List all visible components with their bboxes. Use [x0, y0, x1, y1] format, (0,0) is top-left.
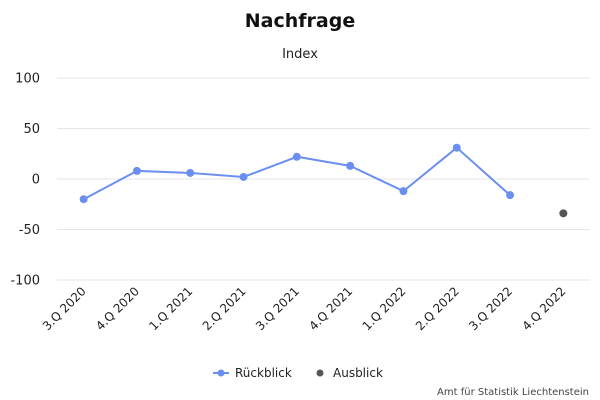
series-layer: [79, 143, 568, 218]
x-tick-label: 3.Q 2021: [253, 284, 302, 333]
x-tick-label: 3.Q 2020: [40, 284, 89, 333]
data-point[interactable]: [506, 191, 515, 200]
x-tick-label: 4.Q 2022: [520, 284, 569, 333]
x-tick-label: 1.Q 2021: [146, 284, 195, 333]
data-point[interactable]: [79, 195, 88, 204]
y-tick-label: 50: [23, 122, 40, 137]
legend-rueckblick-swatch-dot: [217, 369, 225, 377]
series-0: [79, 143, 515, 204]
y-tick-label: 100: [15, 72, 40, 87]
x-tick-label: 3.Q 2022: [466, 284, 515, 333]
y-tick-label: -50: [19, 223, 40, 238]
data-point[interactable]: [399, 187, 408, 196]
legend-ausblick-label: Ausblick: [333, 366, 383, 380]
grid-lines: [57, 77, 590, 281]
x-tick-label: 1.Q 2022: [360, 284, 409, 333]
legend: Rückblick Ausblick: [213, 366, 383, 380]
x-axis-ticks: 3.Q 2020 4.Q 2020 1.Q 2021 2.Q 2021 3.Q 2021…: [40, 284, 569, 333]
data-point[interactable]: [132, 166, 141, 175]
series-1: [559, 209, 568, 218]
y-tick-label: -100: [10, 274, 40, 289]
data-point[interactable]: [186, 168, 195, 177]
legend-item-rueckblick[interactable]: Rückblick: [213, 366, 292, 380]
chart-subtitle: Index: [282, 47, 318, 62]
legend-item-ausblick[interactable]: Ausblick: [316, 366, 383, 380]
data-point[interactable]: [452, 143, 461, 152]
y-tick-label: 0: [32, 173, 40, 188]
y-axis-ticks: 100 50 0 -50 -100: [10, 72, 40, 289]
credit-text: Amt für Statistik Liechtenstein: [437, 387, 589, 398]
chart-title: Nachfrage: [245, 10, 355, 32]
x-tick-label: 4.Q 2020: [93, 284, 142, 333]
x-tick-label: 2.Q 2021: [200, 284, 249, 333]
data-point[interactable]: [292, 152, 301, 161]
x-tick-label: 4.Q 2021: [306, 284, 355, 333]
legend-ausblick-swatch-dot: [316, 369, 324, 377]
data-point[interactable]: [559, 209, 568, 218]
data-point[interactable]: [346, 161, 355, 170]
x-tick-label: 2.Q 2022: [413, 284, 462, 333]
legend-rueckblick-label: Rückblick: [235, 366, 292, 380]
data-point[interactable]: [239, 172, 248, 181]
